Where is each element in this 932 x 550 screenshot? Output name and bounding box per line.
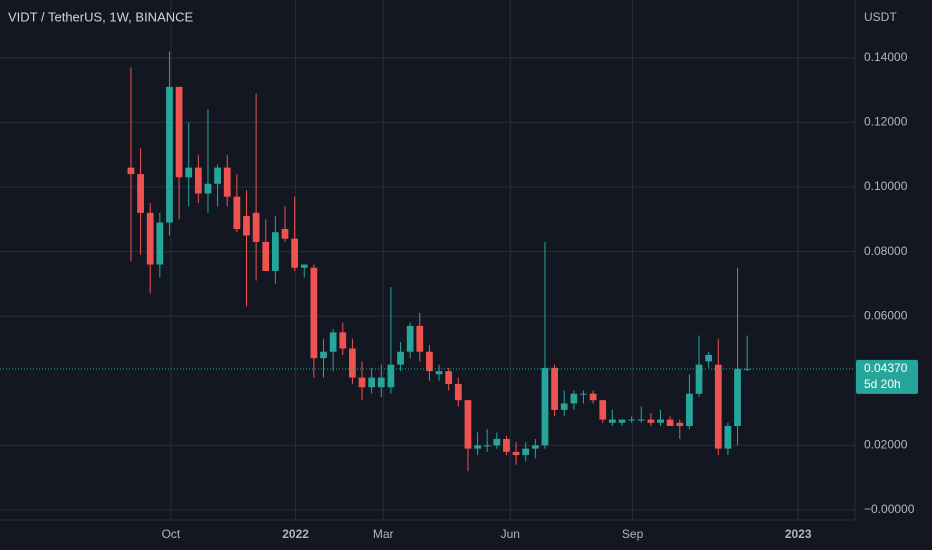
x-tick-label: Mar (373, 527, 394, 541)
candle-body (580, 393, 587, 395)
candle-body (358, 377, 366, 388)
candle-body (522, 448, 530, 456)
candle-body (233, 196, 241, 229)
candle-body (387, 364, 395, 388)
candle-body (281, 228, 289, 239)
candle-body (329, 332, 337, 352)
candle-body (503, 438, 510, 452)
candle-body (127, 167, 135, 175)
candle-body (541, 367, 549, 446)
candle-body (608, 419, 616, 423)
candle-body (146, 212, 154, 265)
candle-body (175, 86, 183, 178)
candle-body (695, 364, 703, 394)
candle-body (194, 167, 202, 194)
candle-body (560, 403, 568, 410)
y-tick-label: 0.10000 (864, 179, 908, 193)
candle-body (724, 426, 732, 449)
y-tick-label: 0.08000 (864, 244, 908, 258)
price-label: 0.04370 (864, 361, 908, 375)
y-axis-label: USDT (864, 10, 897, 24)
y-tick-label: 0.14000 (864, 50, 908, 64)
x-tick-label: Sep (622, 527, 644, 541)
candle-body (531, 445, 539, 449)
candle-body (397, 351, 404, 365)
candle-body (272, 232, 279, 271)
y-tick-label: 0.06000 (864, 308, 908, 322)
candle-body (454, 384, 462, 401)
candle-body (300, 264, 308, 268)
candle-body (628, 419, 635, 421)
candle-body (426, 351, 433, 372)
candle-body (368, 377, 376, 388)
candle-body (570, 393, 578, 404)
candle-body (214, 167, 221, 184)
candle-body (666, 419, 674, 427)
candle-body (714, 364, 722, 449)
candle-body (435, 371, 443, 375)
x-tick-label: 2023 (785, 527, 812, 541)
candle-body (377, 377, 385, 388)
x-tick-label: Jun (501, 527, 520, 541)
candle-body (204, 183, 212, 194)
candle-body (647, 419, 655, 423)
candle-body (416, 325, 424, 352)
candle-body (551, 367, 558, 410)
candle-body (464, 400, 472, 449)
candle-body (310, 267, 318, 359)
candle-body (676, 422, 684, 427)
candle-body (493, 438, 501, 446)
candle-body (223, 167, 231, 197)
candle-body (512, 451, 520, 456)
candle-body (686, 393, 693, 427)
candle-body (166, 86, 173, 223)
price-label-box (856, 359, 918, 394)
candle-body (637, 419, 645, 421)
candle-body (406, 325, 414, 352)
candle-body (618, 419, 626, 423)
candle-body (474, 445, 481, 449)
chart-title: VIDT / TetherUS, 1W, BINANCE (8, 9, 194, 24)
candle-body (262, 241, 270, 271)
candle-body (349, 348, 356, 378)
candle-body (320, 351, 327, 359)
candle-body (243, 216, 250, 236)
y-tick-label: −0.00000 (864, 502, 915, 516)
candle-body (156, 222, 164, 265)
candle-body (252, 212, 260, 242)
candle-body (339, 332, 347, 349)
countdown: 5d 20h (864, 377, 901, 391)
candle-body (734, 368, 741, 427)
x-tick-label: 2022 (282, 527, 309, 541)
candle-body (599, 400, 607, 420)
candle-body (483, 445, 491, 447)
candle-body (705, 354, 713, 362)
candle-body (445, 371, 453, 385)
y-tick-label: 0.02000 (864, 438, 908, 452)
candle-body (185, 167, 193, 178)
candle-body (137, 174, 144, 213)
candle-body (657, 419, 664, 423)
y-tick-label: 0.12000 (864, 115, 908, 129)
candle-body (291, 238, 298, 268)
x-tick-label: Oct (162, 527, 181, 541)
candle-body (589, 393, 597, 401)
